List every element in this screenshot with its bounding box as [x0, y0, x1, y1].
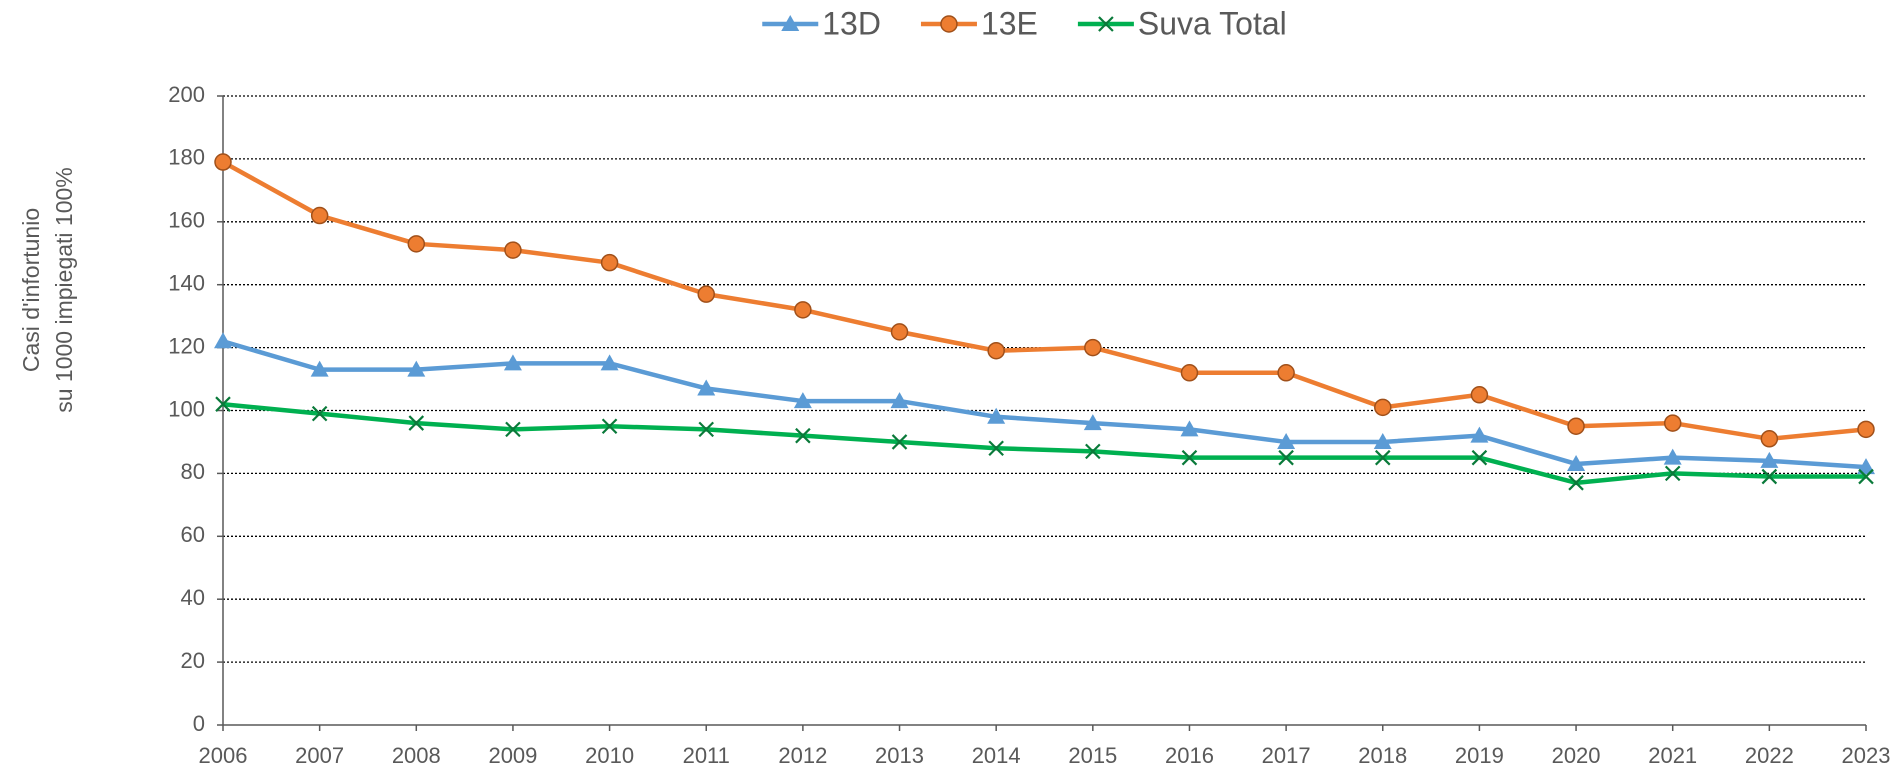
x-tick-label: 2015: [1068, 743, 1117, 768]
legend-label: 13E: [981, 5, 1038, 41]
marker: [1663, 414, 1682, 432]
marker: [214, 332, 232, 349]
marker: [310, 360, 329, 377]
x-tick-label: 2009: [488, 743, 537, 768]
marker: [215, 396, 231, 412]
marker: [890, 323, 909, 341]
y-tick-label: 200: [168, 82, 205, 107]
marker: [1278, 449, 1294, 466]
x-tick-label: 2023: [1842, 743, 1891, 768]
marker: [987, 407, 1006, 424]
y-tick-label: 0: [193, 711, 205, 736]
y-tick-label: 60: [181, 522, 205, 547]
marker: [600, 354, 619, 371]
marker: [407, 360, 426, 377]
y-axis-label: Casi d'infortunio: [18, 208, 44, 372]
x-tick-label: 2022: [1745, 743, 1794, 768]
marker: [987, 341, 1005, 360]
marker: [940, 15, 958, 33]
x-tick-label: 2007: [295, 743, 344, 768]
y-axis-label: su 1000 impiegati 100%: [51, 167, 77, 413]
marker: [1373, 432, 1392, 449]
marker: [1098, 16, 1114, 32]
marker: [1760, 430, 1779, 448]
marker: [214, 153, 232, 171]
marker: [311, 405, 328, 422]
x-tick-label: 2011: [683, 743, 730, 768]
x-tick-label: 2010: [585, 743, 634, 768]
x-tick-label: 2019: [1455, 743, 1504, 768]
marker: [1374, 398, 1392, 417]
marker: [1277, 364, 1295, 382]
marker: [1084, 338, 1102, 357]
series-line: [221, 160, 1867, 442]
marker: [781, 15, 800, 31]
x-tick-label: 2021: [1648, 743, 1697, 768]
marker: [1857, 458, 1875, 475]
series-line: [222, 401, 1866, 486]
marker: [1471, 449, 1488, 466]
marker: [891, 434, 908, 450]
x-tick-label: 2014: [972, 743, 1021, 768]
y-tick-label: 120: [168, 333, 205, 358]
marker: [794, 301, 812, 319]
marker: [1180, 364, 1199, 382]
marker: [503, 354, 522, 371]
marker: [1858, 468, 1874, 485]
x-tick-label: 2012: [778, 743, 827, 768]
marker: [795, 427, 811, 444]
marker: [1470, 426, 1489, 443]
y-tick-label: 140: [168, 271, 205, 296]
marker: [1567, 454, 1586, 471]
x-tick-label: 2020: [1552, 743, 1601, 768]
marker: [1760, 451, 1779, 468]
x-tick-label: 2018: [1358, 743, 1407, 768]
marker: [1277, 432, 1296, 449]
marker: [600, 253, 619, 272]
marker: [698, 421, 715, 438]
marker: [1083, 414, 1102, 431]
marker: [1085, 443, 1101, 460]
y-tick-label: 80: [181, 459, 205, 484]
legend: 13D 13E Suva Total: [762, 5, 1287, 41]
marker: [1374, 449, 1391, 466]
marker: [1470, 386, 1489, 404]
y-tick-label: 160: [168, 208, 205, 233]
series-line: [222, 339, 1867, 470]
marker: [1180, 420, 1199, 437]
marker: [1857, 420, 1875, 439]
x-tick-label: 2013: [875, 743, 924, 768]
y-tick-label: 40: [181, 585, 205, 610]
x-tick-label: 2017: [1262, 743, 1311, 768]
x-tick-label: 2006: [199, 743, 248, 768]
y-tick-label: 100: [168, 396, 205, 421]
marker: [1567, 417, 1585, 435]
marker: [1663, 448, 1682, 465]
legend-label: 13D: [822, 5, 881, 41]
marker: [1181, 449, 1198, 466]
marker: [1761, 468, 1778, 485]
marker: [408, 415, 425, 431]
marker: [793, 392, 812, 409]
marker: [310, 206, 329, 225]
marker: [890, 392, 909, 409]
marker: [505, 421, 521, 438]
x-tick-label: 2008: [392, 743, 441, 768]
marker: [601, 418, 618, 435]
marker: [504, 241, 522, 259]
marker: [697, 379, 716, 396]
marker: [407, 235, 426, 253]
y-tick-label: 20: [181, 648, 205, 673]
marker: [697, 285, 715, 303]
marker: [988, 440, 1004, 457]
marker: [1664, 465, 1681, 482]
marker: [1568, 475, 1584, 491]
x-tick-label: 2016: [1165, 743, 1214, 768]
legend-label: Suva Total: [1138, 5, 1287, 41]
y-tick-label: 180: [168, 145, 205, 170]
